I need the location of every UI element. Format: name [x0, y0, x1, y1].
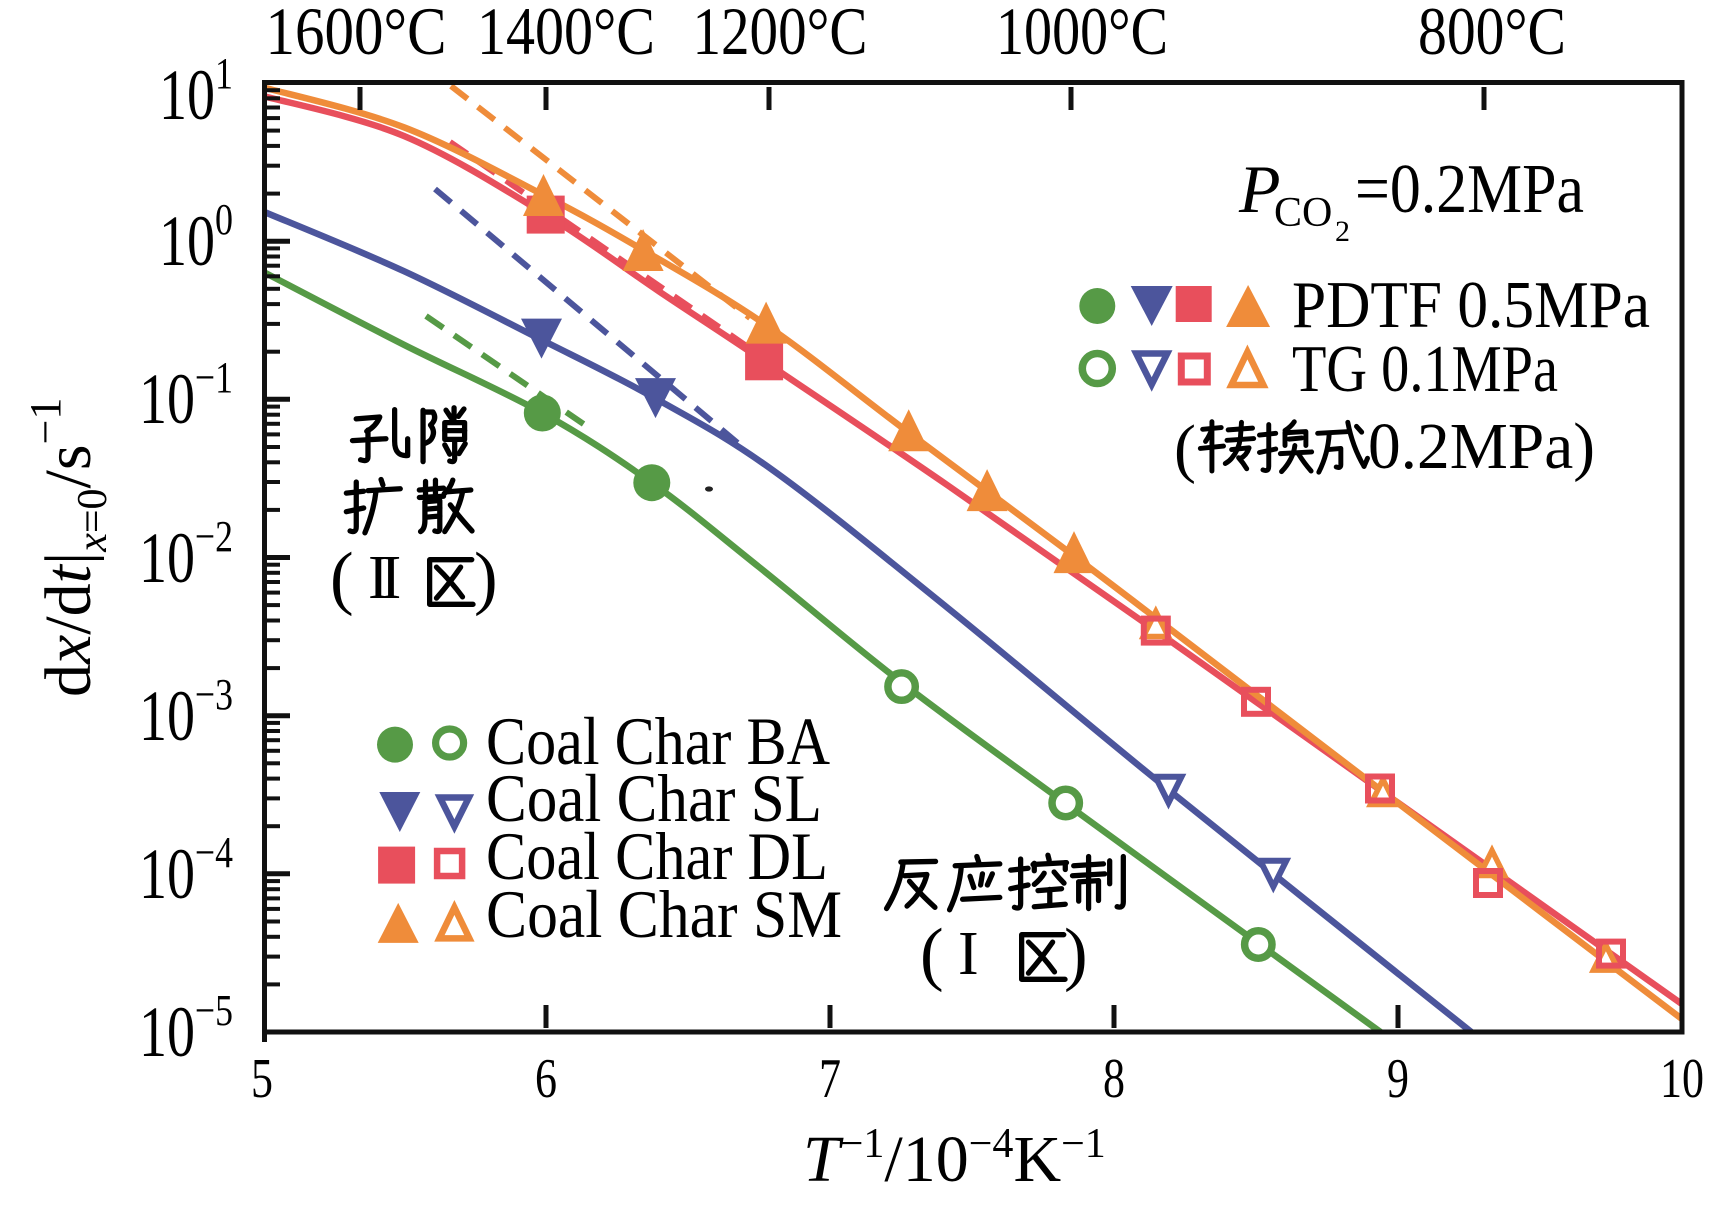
svg-text:1: 1	[215, 49, 233, 98]
svg-text:6: 6	[535, 1048, 557, 1110]
svg-text:Coal Char SM: Coal Char SM	[486, 876, 842, 952]
svg-text:Coal Char DL: Coal Char DL	[486, 818, 828, 894]
svg-text:5: 5	[251, 1048, 273, 1110]
svg-text:1000°C: 1000°C	[996, 0, 1168, 69]
svg-text:dx/dt|x=0/s−1: dx/dt|x=0/s−1	[21, 398, 116, 697]
svg-text:800°C: 800°C	[1418, 0, 1566, 69]
svg-text:PDTF 0.5MPa: PDTF 0.5MPa	[1292, 268, 1650, 342]
svg-text:−1: −1	[195, 353, 233, 402]
svg-text:10: 10	[159, 55, 215, 135]
svg-text:0.2MPa): 0.2MPa)	[1368, 410, 1595, 483]
svg-text:1600°C: 1600°C	[266, 0, 447, 69]
svg-text:10: 10	[159, 201, 215, 281]
svg-text:−2: −2	[195, 512, 233, 561]
svg-text:CO: CO	[1274, 190, 1332, 236]
svg-text:1200°C: 1200°C	[693, 0, 868, 69]
svg-text:10: 10	[139, 834, 195, 914]
svg-text:−4: −4	[195, 828, 233, 877]
svg-text:9: 9	[1387, 1048, 1409, 1110]
svg-text:=0.2MPa: =0.2MPa	[1355, 151, 1584, 228]
svg-text:10: 10	[139, 359, 195, 439]
svg-text:Coal Char SL: Coal Char SL	[486, 760, 822, 836]
svg-text:I: I	[958, 920, 979, 988]
svg-text:−5: −5	[195, 986, 233, 1035]
svg-text:10: 10	[139, 676, 195, 756]
svg-text:(: (	[1174, 412, 1196, 485]
svg-text:0: 0	[215, 195, 233, 244]
svg-text:7: 7	[819, 1048, 841, 1110]
svg-text:10: 10	[1660, 1048, 1704, 1110]
svg-text:): )	[474, 539, 498, 617]
svg-text:(: (	[330, 539, 354, 617]
svg-text:T−1/10−4K−1: T−1/10−4K−1	[803, 1121, 1106, 1196]
svg-text:10: 10	[139, 518, 195, 598]
svg-text:1400°C: 1400°C	[477, 0, 655, 69]
svg-text:8: 8	[1103, 1048, 1125, 1110]
svg-text:2: 2	[1335, 215, 1350, 248]
svg-text:P: P	[1238, 151, 1281, 227]
svg-text:): )	[1064, 915, 1088, 993]
svg-text:Coal Char BA: Coal Char BA	[486, 703, 830, 779]
svg-text:(: (	[920, 915, 944, 993]
svg-text:10: 10	[139, 992, 195, 1072]
svg-text:TG 0.1MPa: TG 0.1MPa	[1292, 332, 1558, 406]
svg-text:−3: −3	[195, 670, 233, 719]
